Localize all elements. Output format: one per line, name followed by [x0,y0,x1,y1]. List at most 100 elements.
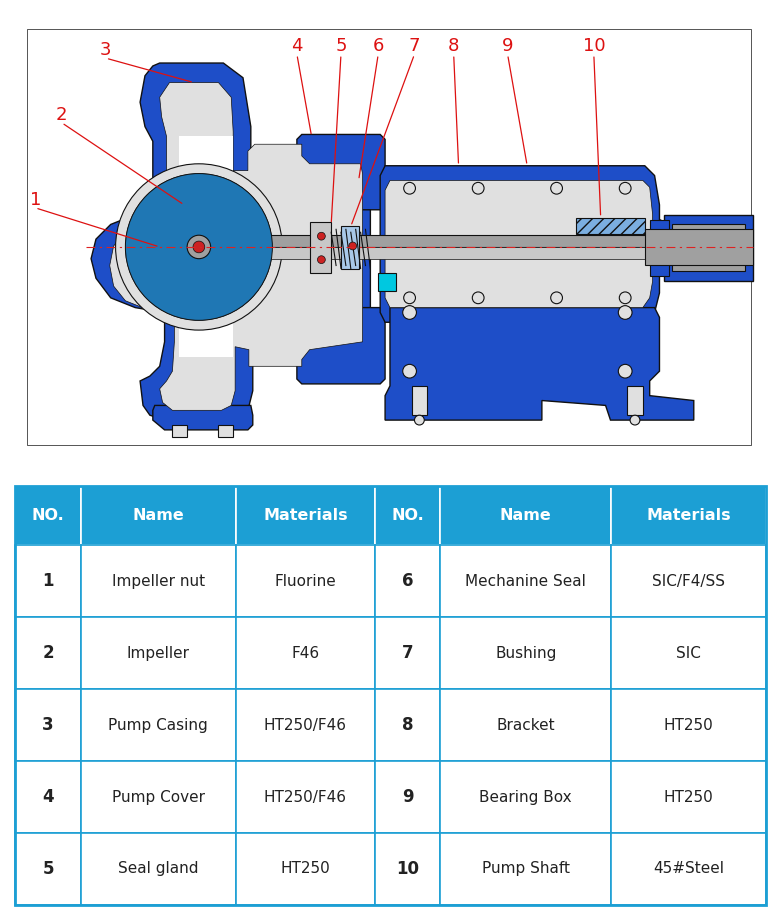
Polygon shape [91,63,380,420]
Text: 8: 8 [402,716,413,734]
Text: Materials: Materials [647,508,731,523]
Text: HT250: HT250 [281,861,330,877]
Circle shape [403,365,416,378]
Text: 1: 1 [30,191,41,209]
Text: 6: 6 [402,572,413,591]
Bar [236,485,375,545]
Text: 10: 10 [583,38,605,55]
Polygon shape [385,307,694,420]
Bar [199,235,743,247]
Bar [341,226,359,270]
Bar [672,224,745,271]
Text: NO.: NO. [32,508,65,523]
Bar [81,761,236,833]
Text: SIC/F4/SS: SIC/F4/SS [652,574,725,589]
Circle shape [551,292,562,304]
Bar [16,689,81,761]
Text: 5: 5 [335,38,347,55]
Circle shape [125,174,272,320]
Text: HT250: HT250 [664,789,713,805]
Bar [81,545,236,617]
Text: Pump Cover: Pump Cover [112,789,205,805]
Circle shape [619,183,631,194]
Text: Materials: Materials [263,508,348,523]
Circle shape [179,227,219,267]
Bar [375,689,440,761]
Text: 2: 2 [42,644,54,663]
Bar [612,485,766,545]
Bar [664,215,752,282]
Bar [236,617,375,689]
Bar [375,833,440,905]
Text: HT250/F46: HT250/F46 [264,789,347,805]
Text: Bracket: Bracket [496,718,555,733]
Text: 2: 2 [56,106,68,124]
Circle shape [349,242,356,250]
Text: HT250/F46: HT250/F46 [264,718,347,733]
Bar [612,689,766,761]
Bar [310,222,331,273]
Circle shape [472,292,484,304]
Bar [412,386,427,415]
Text: Impeller nut: Impeller nut [112,574,205,589]
Circle shape [317,256,325,264]
Circle shape [472,183,484,194]
Bar [81,689,236,761]
Bar [650,220,669,276]
Text: Seal gland: Seal gland [118,861,198,877]
Text: 4: 4 [42,788,54,806]
Text: SIC: SIC [676,646,701,661]
Circle shape [415,415,424,425]
Bar [236,545,375,617]
Text: 1: 1 [42,572,54,591]
Text: Mechanine Seal: Mechanine Seal [465,574,586,589]
Circle shape [193,241,205,253]
Bar [16,833,81,905]
Circle shape [125,174,272,320]
Text: 5: 5 [42,860,54,878]
Text: 4: 4 [291,38,303,55]
Text: HT250: HT250 [664,718,713,733]
Bar [627,386,643,415]
Bar [173,425,187,437]
Polygon shape [179,137,233,356]
Polygon shape [380,166,752,322]
Text: Pump Casing: Pump Casing [108,718,208,733]
Text: F46: F46 [291,646,320,661]
Bar [440,545,612,617]
Bar [16,617,81,689]
Text: 6: 6 [373,38,384,55]
Polygon shape [110,82,363,411]
Circle shape [187,235,211,258]
Circle shape [317,233,325,240]
Bar [81,485,236,545]
Bar [378,273,396,291]
Text: 9: 9 [401,788,413,806]
Text: 45#Steel: 45#Steel [654,861,724,877]
Circle shape [404,183,415,194]
Bar [440,833,612,905]
Bar [612,761,766,833]
Bar [440,761,612,833]
Text: Impeller: Impeller [127,646,190,661]
Bar [16,545,81,617]
Circle shape [630,415,640,425]
Bar [375,545,440,617]
Bar [612,617,766,689]
Text: Bushing: Bushing [495,646,556,661]
Circle shape [404,292,415,304]
Bar [612,545,766,617]
Text: 3: 3 [100,42,111,59]
Bar [199,247,743,258]
Bar [236,761,375,833]
Polygon shape [152,405,253,430]
Circle shape [551,183,562,194]
Text: Name: Name [132,508,184,523]
Bar [375,617,440,689]
Text: 10: 10 [396,860,419,878]
Text: 7: 7 [401,644,413,663]
Circle shape [619,365,632,378]
Text: 7: 7 [408,38,420,55]
Bar [375,485,440,545]
Circle shape [619,292,631,304]
